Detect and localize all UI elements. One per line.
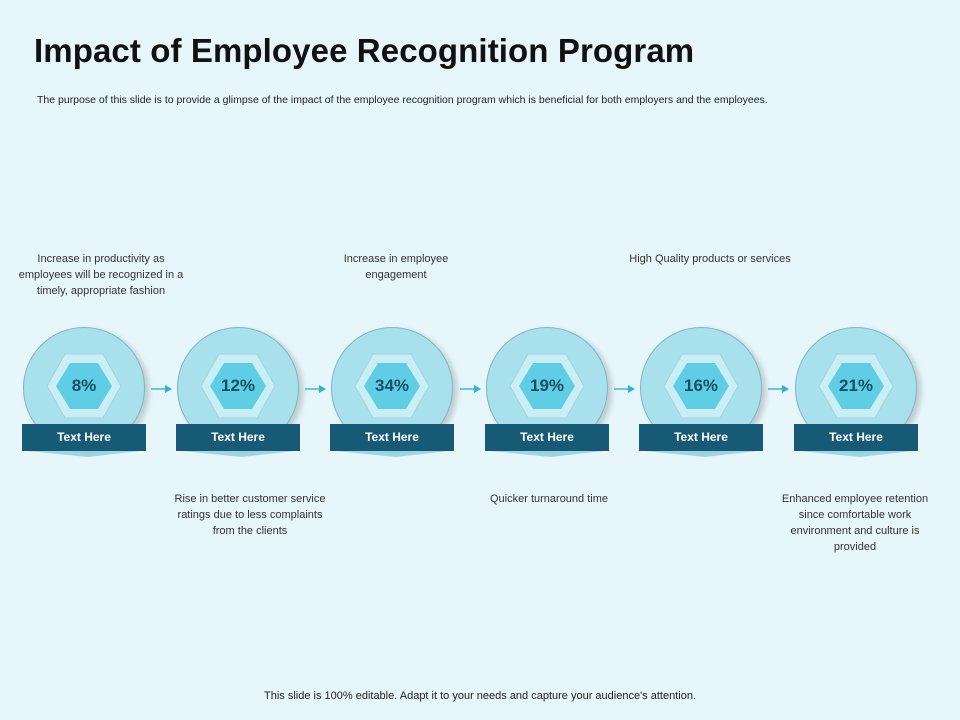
label-bar-shadow <box>645 451 757 457</box>
hexagon-badge: 34% <box>354 353 430 419</box>
stat-label: Text Here <box>794 424 918 451</box>
stat-value: 34% <box>374 376 410 395</box>
description-5: High Quality products or services <box>629 253 791 265</box>
footer-note: This slide is 100% editable. Adapt it to… <box>264 690 696 702</box>
stat-node-6: 21% Text Here <box>794 327 918 457</box>
page-title: Impact of Employee Recognition Program <box>34 32 695 69</box>
stat-label: Text Here <box>330 424 454 451</box>
description-4: Quicker turnaround time <box>490 493 608 505</box>
stat-node-3: 34% Text Here <box>330 327 454 457</box>
stat-value: 21% <box>838 376 874 395</box>
description-6: Enhanced employee retention since comfor… <box>781 493 929 553</box>
arrow-right-icon <box>460 385 481 393</box>
arrow-right-icon <box>768 385 789 393</box>
hexagon-badge: 21% <box>818 353 894 419</box>
stat-node-4: 19% Text Here <box>485 327 609 457</box>
stat-node-1: 8% Text Here <box>22 327 146 457</box>
stat-label: Text Here <box>176 424 300 451</box>
stat-node-2: 12% Text Here <box>176 327 300 457</box>
hexagon-badge: 16% <box>663 353 739 419</box>
description-2: Rise in better customer service ratings … <box>174 493 326 537</box>
hexagon-badge: 8% <box>46 353 122 419</box>
label-bar-shadow <box>336 451 448 457</box>
description-3: Increase in employee engagement <box>343 253 449 281</box>
page-subtitle: The purpose of this slide is to provide … <box>37 94 768 106</box>
label-bar-shadow <box>491 451 603 457</box>
stat-node-5: 16% Text Here <box>639 327 763 457</box>
arrow-right-icon <box>305 385 326 393</box>
hexagon-badge: 19% <box>509 353 585 419</box>
description-1: Increase in productivity as employees wi… <box>18 253 184 297</box>
stat-label: Text Here <box>639 424 763 451</box>
stat-value: 8% <box>71 376 97 395</box>
label-bar-shadow <box>182 451 294 457</box>
hexagon-badge: 12% <box>200 353 276 419</box>
arrow-right-icon <box>151 385 172 393</box>
stat-value: 16% <box>683 376 719 395</box>
stat-value: 19% <box>529 376 565 395</box>
label-bar-shadow <box>800 451 912 457</box>
label-bar-shadow <box>28 451 140 457</box>
arrow-right-icon <box>614 385 635 393</box>
stat-label: Text Here <box>485 424 609 451</box>
stat-value: 12% <box>220 376 256 395</box>
stat-label: Text Here <box>22 424 146 451</box>
